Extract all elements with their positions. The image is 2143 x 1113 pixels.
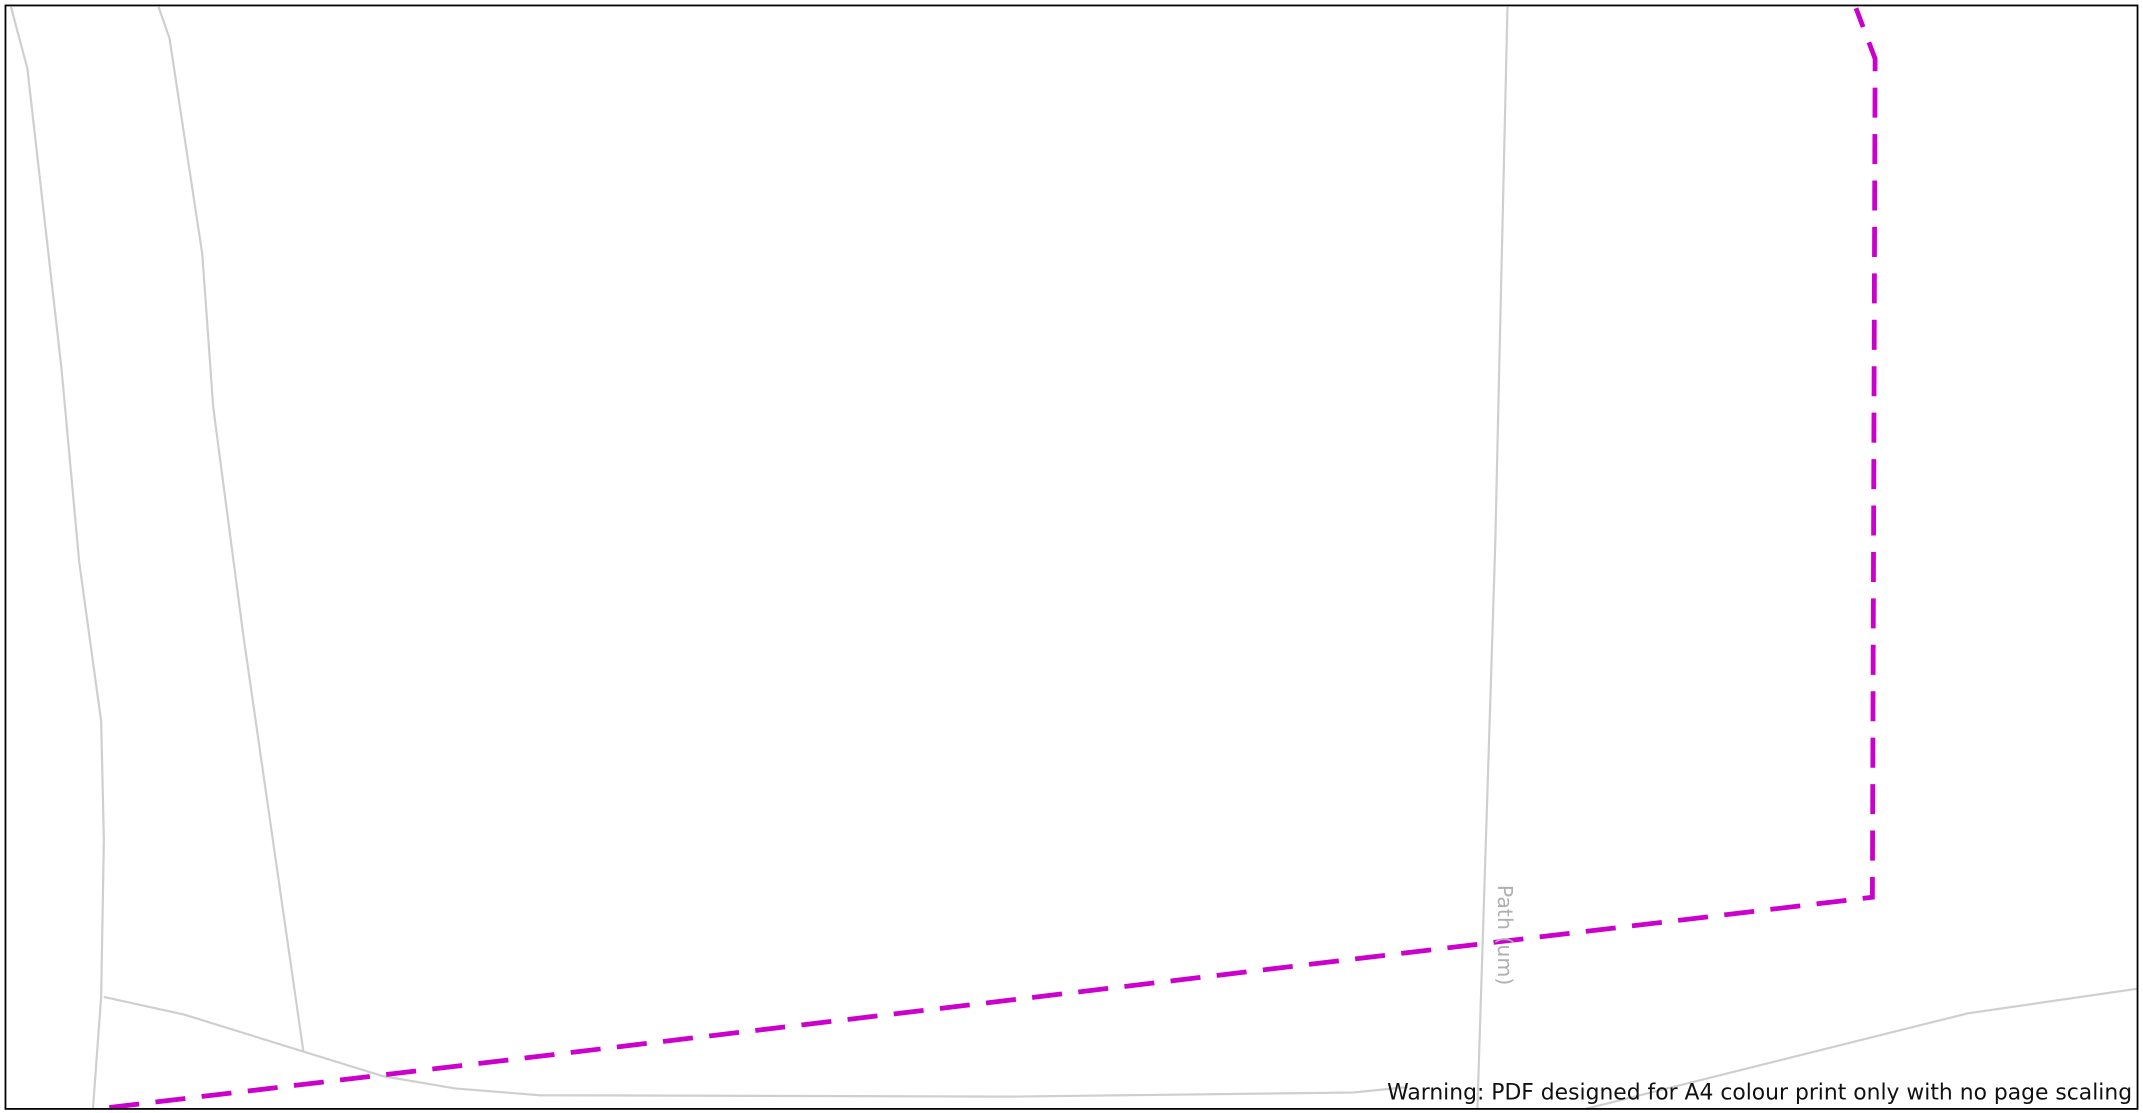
road <box>103 995 1408 1098</box>
path-label: Path (um) <box>1493 885 1517 985</box>
map-frame <box>4 4 2139 1110</box>
path <box>1476 6 1509 1109</box>
road <box>1585 987 2138 1110</box>
site-boundary <box>109 7 1878 1110</box>
road <box>157 6 305 1052</box>
warning-text: Warning: PDF designed for A4 colour prin… <box>1387 1080 2132 1105</box>
road <box>9 6 105 1109</box>
